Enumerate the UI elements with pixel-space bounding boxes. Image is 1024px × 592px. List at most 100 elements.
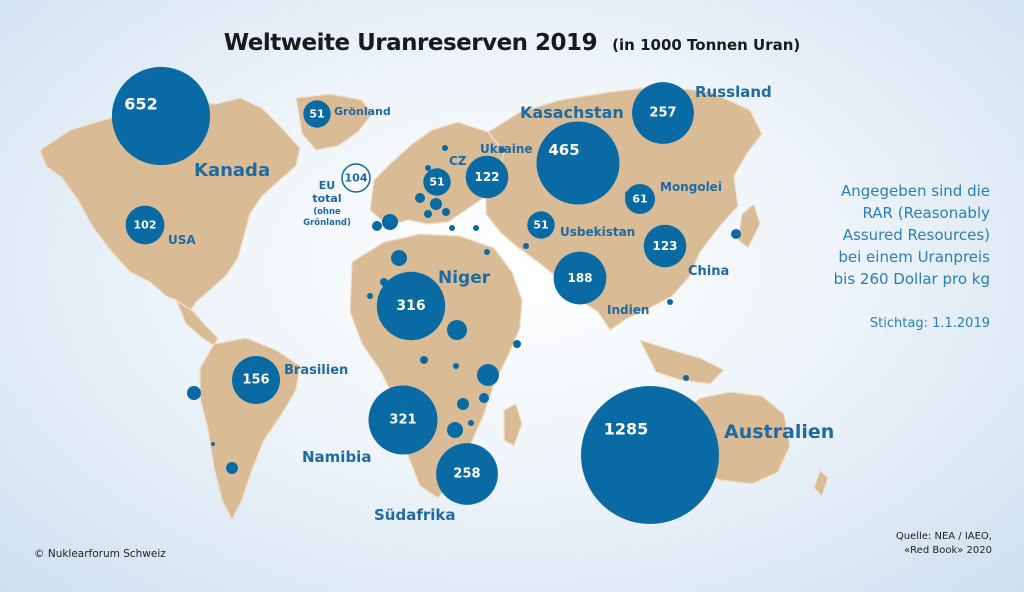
deposit-dot xyxy=(391,250,407,266)
bubble-usbekistan xyxy=(527,211,555,239)
bubble-indien xyxy=(553,251,607,305)
bubble-brasilien xyxy=(232,356,280,404)
note-line: Angegeben sind die xyxy=(841,182,990,200)
label-australien: Australien xyxy=(724,421,834,443)
bubble-china xyxy=(643,224,687,268)
deposit-dot xyxy=(513,340,521,348)
copyright: © Nuklearforum Schweiz xyxy=(34,548,166,560)
label-gr-nland: Grönland xyxy=(334,105,391,118)
deposit-dot xyxy=(424,210,432,218)
deposit-dot xyxy=(499,147,505,153)
land-central-america xyxy=(174,298,219,347)
eu-total-value: 104 xyxy=(345,172,368,185)
deposit-dot xyxy=(731,229,741,239)
eu-total-label-2: total xyxy=(312,192,341,205)
title: Weltweite Uranreserven 2019 (in 1000 Ton… xyxy=(0,30,1024,56)
label-s-dafrika: Südafrika xyxy=(374,506,456,524)
deposit-dot xyxy=(425,165,431,171)
label-cz: CZ xyxy=(449,154,467,168)
land-asia xyxy=(485,85,763,331)
value-namibia: 321 xyxy=(389,413,416,428)
deposit-dot xyxy=(473,225,479,231)
value-usa: 102 xyxy=(134,219,157,232)
bubble-cz xyxy=(423,168,451,196)
bubble-ukraine xyxy=(465,155,509,199)
eu-total-marker: 104 EU total (ohne Grönland) xyxy=(303,163,371,228)
deposit-dot xyxy=(367,293,373,299)
rar-note: Angegeben sind die RAR (Reasonably Assur… xyxy=(760,180,990,290)
source: Quelle: NEA / IAEO, «Red Book» 2020 xyxy=(792,530,992,558)
value-niger: 316 xyxy=(396,298,425,314)
country-bubbles: 652 Kanada 51 Grönland 102 USA 156 Brasilien 316… xyxy=(111,66,834,524)
value-cz: 51 xyxy=(429,176,444,189)
bubble-gr-nland xyxy=(303,100,331,128)
bubble-russland xyxy=(632,82,694,144)
deposit-dot xyxy=(382,214,398,230)
label-indien: Indien xyxy=(607,303,649,317)
deposit-dot xyxy=(372,221,382,231)
label-kanada: Kanada xyxy=(194,160,270,181)
source-line: «Red Book» 2020 xyxy=(904,545,992,556)
value-kanada: 652 xyxy=(124,95,157,114)
value-ukraine: 122 xyxy=(474,170,499,184)
deposit-dot xyxy=(211,442,215,446)
deposit-dot xyxy=(449,225,455,231)
small-deposit-dots xyxy=(187,145,741,474)
value-s-dafrika: 258 xyxy=(453,467,480,482)
deposit-dot xyxy=(187,386,201,400)
reference-date: Stichtag: 1.1.2019 xyxy=(869,316,990,331)
deposit-dot xyxy=(447,422,463,438)
deposit-dot xyxy=(457,398,469,410)
deposit-dot xyxy=(430,198,442,210)
land-madagascar xyxy=(503,403,523,447)
deposit-dot xyxy=(442,208,450,216)
deposit-dot xyxy=(226,462,238,474)
deposit-dot xyxy=(667,299,673,305)
bubble-s-dafrika xyxy=(436,443,498,505)
deposit-dot xyxy=(468,420,474,426)
label-usa: USA xyxy=(168,233,196,247)
land-southeast-asia xyxy=(638,339,726,385)
bubble-kasachstan xyxy=(536,121,620,205)
value-indien: 188 xyxy=(567,271,592,285)
eu-total-circle xyxy=(341,163,371,193)
eu-total-label-1: EU xyxy=(319,179,335,192)
label-brasilien: Brasilien xyxy=(284,363,348,378)
label-usbekistan: Usbekistan xyxy=(560,225,635,239)
land-japan xyxy=(737,202,761,249)
eu-total-label-3: (ohne xyxy=(313,207,341,217)
note-line: bei einem Uranpreis xyxy=(838,248,990,266)
value-usbekistan: 51 xyxy=(533,219,548,232)
deposit-dot xyxy=(683,375,689,381)
deposit-dot xyxy=(442,145,448,151)
value-china: 123 xyxy=(652,239,677,253)
bubble-australien xyxy=(581,386,719,524)
note-line: RAR (Reasonably xyxy=(862,204,990,222)
bubble-niger xyxy=(376,271,446,341)
eu-total-label-4: Grönland) xyxy=(303,218,351,228)
deposit-dot xyxy=(523,243,529,249)
label-russland: Russland xyxy=(695,83,772,101)
label-mongolei: Mongolei xyxy=(660,180,722,194)
land-africa xyxy=(349,233,523,499)
label-ukraine: Ukraine xyxy=(480,142,533,156)
value-gr-nland: 51 xyxy=(309,108,324,121)
label-china: China xyxy=(688,264,729,279)
bubble-namibia xyxy=(368,385,438,455)
deposit-dot xyxy=(477,364,499,386)
label-namibia: Namibia xyxy=(302,448,371,466)
note-line: bis 260 Dollar pro kg xyxy=(833,270,990,288)
bubble-kanada xyxy=(111,66,211,166)
deposit-dot xyxy=(420,356,428,364)
title-unit: (in 1000 Tonnen Uran) xyxy=(612,36,801,54)
deposit-dot xyxy=(484,249,490,255)
value-kasachstan: 465 xyxy=(548,141,579,159)
source-line: Quelle: NEA / IAEO, xyxy=(895,531,992,542)
value-mongolei: 61 xyxy=(632,193,647,206)
deposit-dot xyxy=(453,363,459,369)
land-new-zealand xyxy=(813,468,829,498)
label-kasachstan: Kasachstan xyxy=(520,103,624,122)
land-north-america xyxy=(39,97,301,320)
title-main: Weltweite Uranreserven 2019 xyxy=(223,30,598,56)
